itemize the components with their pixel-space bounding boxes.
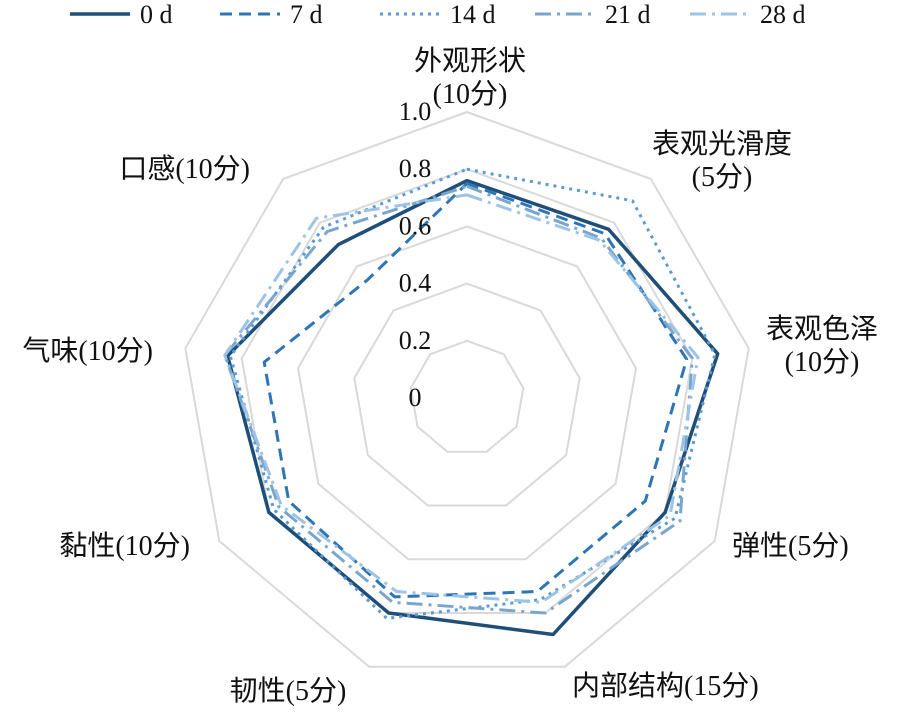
radial-tick-labels: 0 0.2 0.4 0.6 0.8 1.0 (399, 97, 432, 412)
axis-label-unit: (5分) (692, 162, 753, 193)
grid-ring (296, 225, 638, 561)
grid-ring (240, 168, 694, 614)
legend-label: 0 d (140, 0, 173, 29)
axis-label: 口感(10分) (119, 153, 250, 185)
tick-label: 0 (409, 383, 422, 412)
legend-label: 21 d (605, 0, 651, 29)
axis-label: 表观光滑度 (652, 128, 792, 160)
legend-label: 7 d (290, 0, 323, 29)
series-line-14-d (228, 167, 717, 620)
axis-label: 内部结构(15分) (572, 670, 759, 702)
grid-ring (409, 339, 525, 453)
series-line-21-d (223, 184, 694, 615)
series-line-28-d (223, 193, 700, 604)
axis-label: 外观形状 (414, 45, 526, 77)
tick-label: 0.8 (399, 154, 432, 183)
tick-label: 0.4 (399, 269, 432, 298)
tick-label: 0.6 (399, 211, 432, 240)
legend: 0 d 7 d 14 d 21 d 28 d (70, 0, 806, 29)
axis-label: 韧性(5分) (230, 675, 347, 707)
tick-label: 1.0 (399, 97, 432, 126)
series-line-0-d (225, 178, 720, 637)
tick-label: 0.2 (399, 326, 432, 355)
radar-grid (184, 110, 750, 668)
axis-label-unit: (10分) (433, 79, 508, 110)
axis-label: 气味(10分) (22, 335, 153, 367)
legend-label: 14 d (450, 0, 496, 29)
axis-labels: 外观形状(10分)表观光滑度(5分)表观色泽(10分)弹性(5分)内部结构(15… (22, 45, 878, 707)
grid-ring (353, 282, 581, 507)
series-line-7-d (262, 182, 689, 599)
grid-ring (184, 110, 750, 668)
legend-label: 28 d (760, 0, 806, 29)
axis-label: 表观色泽 (766, 313, 878, 345)
radar-series (223, 167, 720, 637)
axis-label: 弹性(5分) (732, 530, 849, 562)
axis-label: 黏性(10分) (59, 530, 190, 562)
axis-label-unit: (10分) (785, 347, 860, 378)
